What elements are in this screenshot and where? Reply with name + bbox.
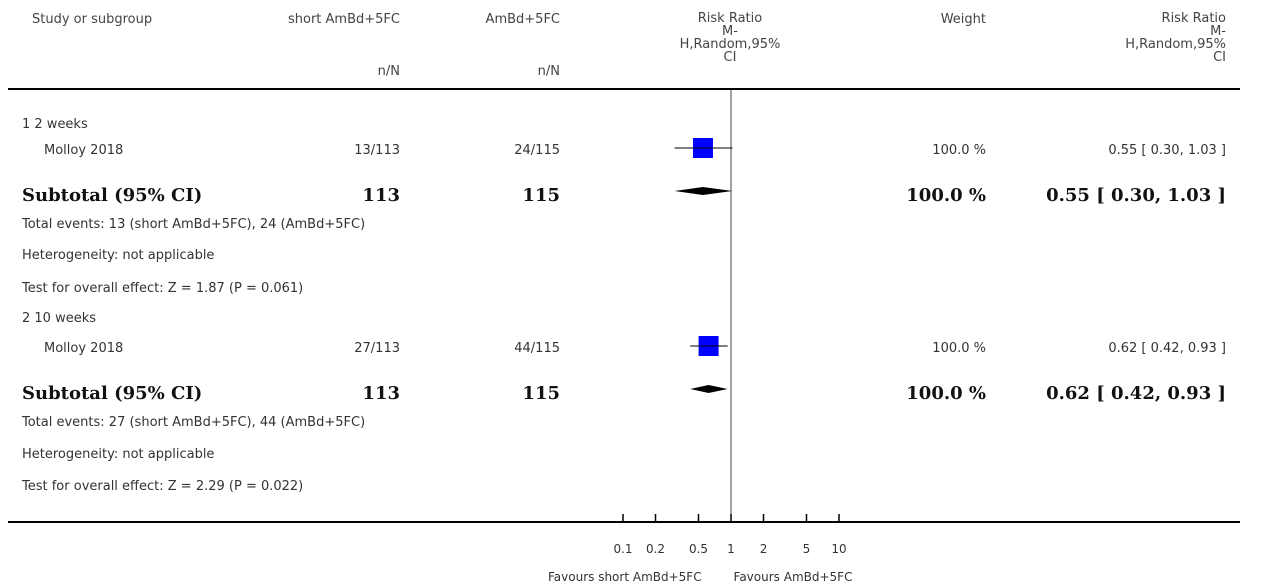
heterogeneity: Heterogeneity: not applicable [22, 447, 215, 462]
overall-effect-test: Test for overall effect: Z = 1.87 (P = 0… [22, 281, 304, 296]
study-name: Molloy 2018 [44, 143, 124, 158]
subtotal-weight: 100.0 % [906, 185, 986, 206]
heterogeneity: Heterogeneity: not applicable [22, 248, 215, 263]
study-weight: 100.0 % [932, 143, 986, 158]
subtotal-control: 115 [522, 185, 560, 206]
subtotal-label: Subtotal (95% CI) [22, 185, 203, 206]
header-rr-line4: CI [723, 50, 737, 65]
header-control: AmBd+5FC [485, 12, 560, 27]
total-events: Total events: 27 (short AmBd+5FC), 44 (A… [22, 415, 366, 430]
total-events: Total events: 13 (short AmBd+5FC), 24 (A… [22, 217, 366, 232]
study-name: Molloy 2018 [44, 341, 124, 356]
subtotal-diamond [674, 187, 733, 195]
footer-rule [8, 521, 1240, 523]
subtotal-experimental: 113 [362, 185, 400, 206]
header-rr-line1: Risk Ratio [697, 11, 763, 26]
study-ci-text: 0.55 [ 0.30, 1.03 ] [1108, 143, 1226, 158]
header-risk-ratio-values: Risk Ratio M- H,Random,95% CI [1100, 12, 1226, 64]
group-title: 1 2 weeks [22, 117, 88, 132]
header-risk-ratio-plot: Risk Ratio M- H,Random,95% CI [670, 12, 790, 64]
study-control-events: 24/115 [514, 143, 560, 158]
header-rr2-line4: CI [1213, 50, 1226, 65]
header-rr2-line2: M- [1210, 24, 1226, 39]
subtotal-diamond [690, 385, 728, 393]
axis-tick-label: 1 [727, 542, 735, 556]
header-control-nN: n/N [537, 64, 560, 79]
axis-tick-label: 5 [803, 542, 811, 556]
subtotal-label: Subtotal (95% CI) [22, 383, 203, 404]
overall-effect-test: Test for overall effect: Z = 2.29 (P = 0… [22, 479, 304, 494]
study-experimental-events: 13/113 [354, 143, 400, 158]
axis-tick-label: 0.2 [646, 542, 665, 556]
study-control-events: 44/115 [514, 341, 560, 356]
study-experimental-events: 27/113 [354, 341, 400, 356]
header-study: Study or subgroup [32, 12, 153, 27]
header-experimental-nN: n/N [377, 64, 400, 79]
study-ci-text: 0.62 [ 0.42, 0.93 ] [1108, 341, 1226, 356]
subtotal-ci-text: 0.62 [ 0.42, 0.93 ] [1046, 383, 1226, 404]
header-rr2-line3: H,Random,95% [1125, 37, 1226, 52]
group-title: 2 10 weeks [22, 311, 97, 326]
study-weight: 100.0 % [932, 341, 986, 356]
header-experimental: short AmBd+5FC [288, 12, 400, 27]
header-rr-line2: M- [722, 24, 738, 39]
axis-tick-label: 0.5 [689, 542, 708, 556]
subtotal-weight: 100.0 % [906, 383, 986, 404]
header-weight: Weight [940, 12, 986, 27]
subtotal-control: 115 [522, 383, 560, 404]
axis-tick-label: 10 [831, 542, 846, 556]
header-rule [8, 88, 1240, 90]
header-rr2-line1: Risk Ratio [1161, 11, 1226, 26]
axis-tick-label: 0.1 [613, 542, 632, 556]
favours-right-label: Favours AmBd+5FC [733, 570, 853, 584]
header-rr-line3: H,Random,95% [679, 37, 781, 52]
subtotal-experimental: 113 [362, 383, 400, 404]
subtotal-ci-text: 0.55 [ 0.30, 1.03 ] [1046, 185, 1226, 206]
favours-left-label: Favours short AmBd+5FC [548, 570, 702, 584]
axis-tick-label: 2 [760, 542, 768, 556]
